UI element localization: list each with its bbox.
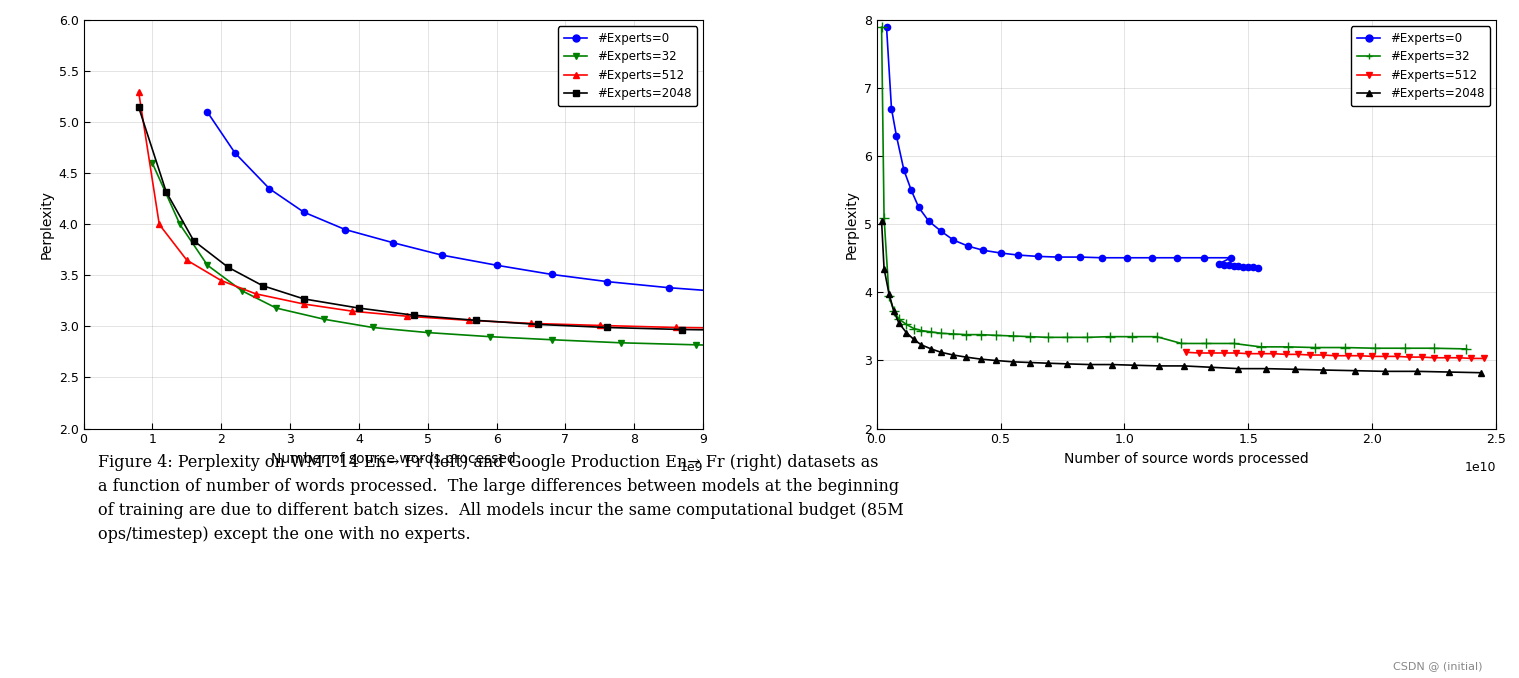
Legend: #Experts=0, #Experts=32, #Experts=512, #Experts=2048: #Experts=0, #Experts=32, #Experts=512, #… bbox=[1350, 26, 1490, 106]
Text: 1e9: 1e9 bbox=[679, 461, 703, 474]
Text: 1e10: 1e10 bbox=[1464, 461, 1496, 474]
Text: Figure 4: Perplexity on WMT’14 En→ Fr (left) and Google Production En→ Fr (right: Figure 4: Perplexity on WMT’14 En→ Fr (l… bbox=[97, 454, 904, 543]
Legend: #Experts=0, #Experts=32, #Experts=512, #Experts=2048: #Experts=0, #Experts=32, #Experts=512, #… bbox=[557, 26, 697, 106]
Y-axis label: Perplexity: Perplexity bbox=[39, 190, 53, 259]
Text: CSDN @ (initial): CSDN @ (initial) bbox=[1393, 661, 1483, 671]
Y-axis label: Perplexity: Perplexity bbox=[845, 190, 858, 259]
X-axis label: Number of source words processed: Number of source words processed bbox=[270, 452, 516, 466]
X-axis label: Number of source words processed: Number of source words processed bbox=[1063, 452, 1309, 466]
